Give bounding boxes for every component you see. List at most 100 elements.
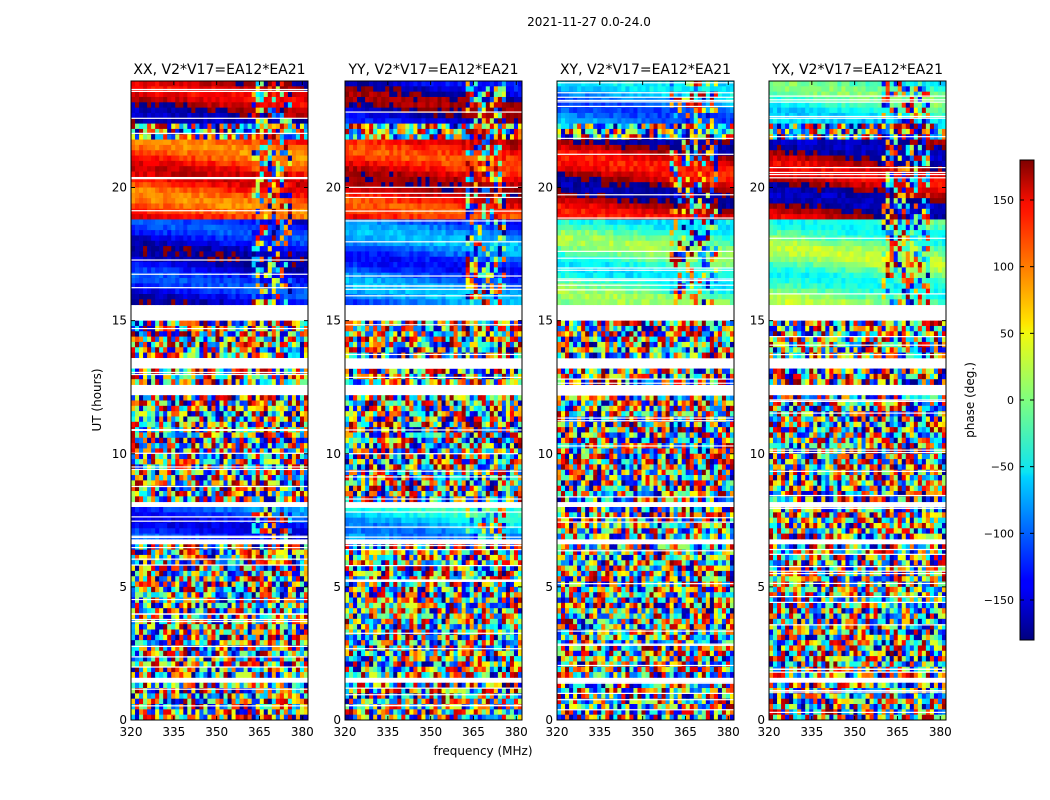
heatmap-cell: [252, 454, 256, 460]
heatmap-cell: [248, 496, 252, 502]
heatmap-cell: [159, 198, 163, 204]
heatmap-cell: [224, 289, 228, 295]
heatmap-cell: [292, 273, 296, 279]
heatmap-cell: [232, 289, 236, 295]
heatmap-cell: [272, 198, 276, 204]
heatmap-cell: [207, 342, 211, 348]
heatmap-cell: [215, 369, 219, 375]
heatmap-cell: [220, 289, 224, 295]
heatmap-cell: [280, 640, 284, 646]
heatmap-cell: [211, 347, 215, 353]
heatmap-cell: [207, 193, 211, 199]
heatmap-cell: [171, 219, 175, 225]
heatmap-cell: [296, 92, 300, 98]
heatmap-cell: [236, 416, 240, 422]
heatmap-cell: [296, 267, 300, 273]
heatmap-cell: [151, 395, 155, 401]
heatmap-cell: [179, 150, 183, 156]
heatmap-cell: [264, 587, 268, 593]
heatmap-cell: [268, 294, 272, 300]
heatmap-cell: [215, 97, 219, 103]
heatmap-cell: [143, 443, 147, 449]
heatmap-cell: [248, 230, 252, 236]
heatmap-cell: [268, 550, 272, 556]
heatmap-cell: [215, 331, 219, 337]
heatmap-cell: [187, 507, 191, 513]
heatmap-cell: [288, 267, 292, 273]
heatmap-cell: [211, 491, 215, 497]
heatmap-cell: [151, 97, 155, 103]
heatmap-cell: [466, 86, 470, 92]
heatmap-cell: [268, 438, 272, 444]
heatmap-cell: [272, 166, 276, 172]
heatmap-cell: [268, 156, 272, 162]
heatmap-cell: [256, 289, 260, 295]
heatmap-cell: [215, 454, 219, 460]
heatmap-cell: [272, 278, 276, 284]
heatmap-cell: [131, 629, 135, 635]
heatmap-cell: [159, 672, 163, 678]
heatmap-cell: [207, 587, 211, 593]
heatmap-cell: [191, 459, 195, 465]
heatmap-cell: [207, 108, 211, 114]
flag-streak: [131, 259, 308, 260]
heatmap-cell: [143, 624, 147, 630]
heatmap-cell: [195, 342, 199, 348]
heatmap-cell: [240, 672, 244, 678]
heatmap-cell: [187, 108, 191, 114]
heatmap-cell: [248, 150, 252, 156]
heatmap-cell: [187, 640, 191, 646]
heatmap-cell: [175, 188, 179, 194]
heatmap-cell: [288, 699, 292, 705]
heatmap-cell: [171, 582, 175, 588]
heatmap-cell: [191, 518, 195, 524]
heatmap-cell: [272, 395, 276, 401]
heatmap-cell: [163, 108, 167, 114]
heatmap-cell: [256, 118, 260, 124]
heatmap-cell: [353, 86, 357, 92]
heatmap-cell: [211, 193, 215, 199]
heatmap-cell: [252, 459, 256, 465]
heatmap-cell: [151, 251, 155, 257]
heatmap-cell: [195, 379, 199, 385]
heatmap-cell: [135, 321, 139, 327]
heatmap-cell: [240, 140, 244, 146]
heatmap-cell: [272, 491, 276, 497]
heatmap-cell: [276, 203, 280, 209]
heatmap-cell: [211, 267, 215, 273]
heatmap-cell: [143, 188, 147, 194]
heatmap-cell: [264, 251, 268, 257]
heatmap-cell: [276, 629, 280, 635]
heatmap-cell: [203, 550, 207, 556]
heatmap-cell: [147, 672, 151, 678]
heatmap-cell: [139, 598, 143, 604]
heatmap-cell: [236, 267, 240, 273]
heatmap-cell: [252, 704, 256, 710]
heatmap-cell: [292, 92, 296, 98]
heatmap-cell: [268, 230, 272, 236]
heatmap-cell: [215, 161, 219, 167]
heatmap-cell: [195, 140, 199, 146]
heatmap-cell: [143, 273, 147, 279]
heatmap-cell: [207, 704, 211, 710]
heatmap-cell: [224, 576, 228, 582]
heatmap-cell: [179, 166, 183, 172]
heatmap-cell: [300, 704, 304, 710]
heatmap-cell: [296, 97, 300, 103]
heatmap-cell: [159, 411, 163, 417]
heatmap-cell: [268, 182, 272, 188]
panels: XX, V2*V17=EA12*EA21320 335 350 365 38005101…: [112, 62, 952, 739]
heatmap-cell: [135, 347, 139, 353]
flag-streak: [131, 646, 308, 647]
heatmap-cell: [244, 267, 248, 273]
heatmap-cell: [187, 262, 191, 268]
heatmap-cell: [183, 491, 187, 497]
heatmap-cell: [203, 331, 207, 337]
heatmap-cell: [155, 203, 159, 209]
heatmap-cell: [195, 438, 199, 444]
heatmap-cell: [252, 470, 256, 476]
heatmap-cell: [421, 86, 425, 92]
heatmap-cell: [220, 182, 224, 188]
heatmap-cell: [260, 528, 264, 534]
heatmap-cell: [236, 629, 240, 635]
